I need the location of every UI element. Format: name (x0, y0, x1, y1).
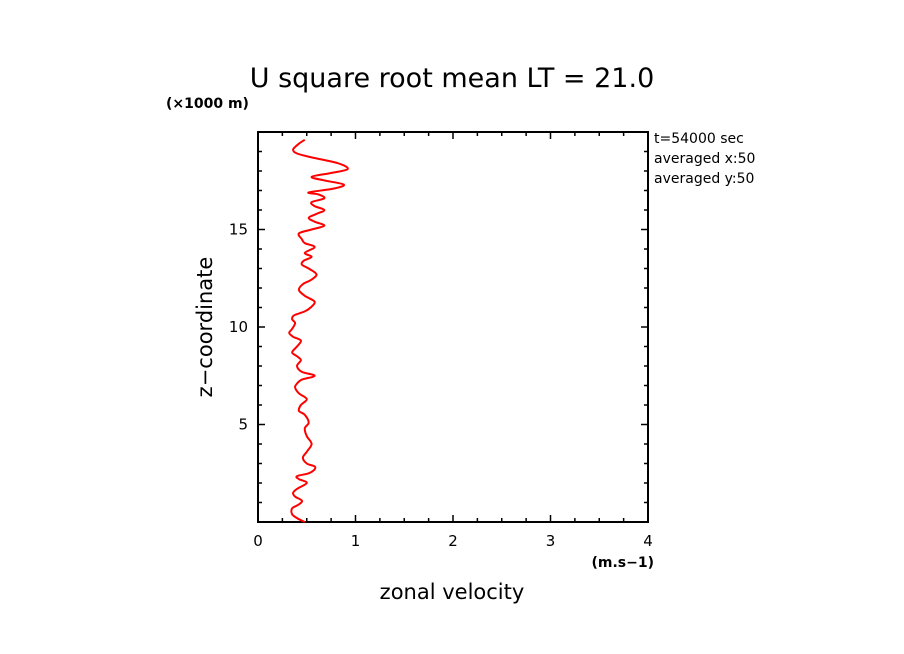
chart-title: U square root mean LT = 21.0 (250, 63, 655, 94)
y-tick-label: 5 (238, 416, 248, 434)
tick-labels: 0 1 2 3 4 5 10 15 (229, 221, 653, 551)
x-tick-label: 1 (351, 532, 361, 550)
x-tick-label: 3 (546, 532, 556, 550)
series-line (288, 138, 349, 523)
axis-ticks (257, 132, 649, 522)
info-averaged-y: averaged y:50 (654, 171, 754, 187)
y-tick-label: 15 (229, 221, 248, 239)
x-axis-unit: (m.s−1) (591, 555, 654, 571)
x-tick-label: 0 (253, 532, 263, 550)
x-tick-label: 2 (448, 532, 458, 550)
y-tick-label: 10 (229, 318, 248, 336)
y-axis-unit: (×1000 m) (166, 96, 249, 112)
info-box: t=54000 sec averaged x:50 averaged y:50 (654, 131, 755, 187)
info-time: t=54000 sec (654, 131, 744, 147)
info-averaged-x: averaged x:50 (654, 151, 755, 167)
x-axis-label: zonal velocity (380, 580, 525, 604)
y-axis-label: z−coordinate (193, 257, 217, 398)
x-tick-label: 4 (643, 532, 653, 550)
